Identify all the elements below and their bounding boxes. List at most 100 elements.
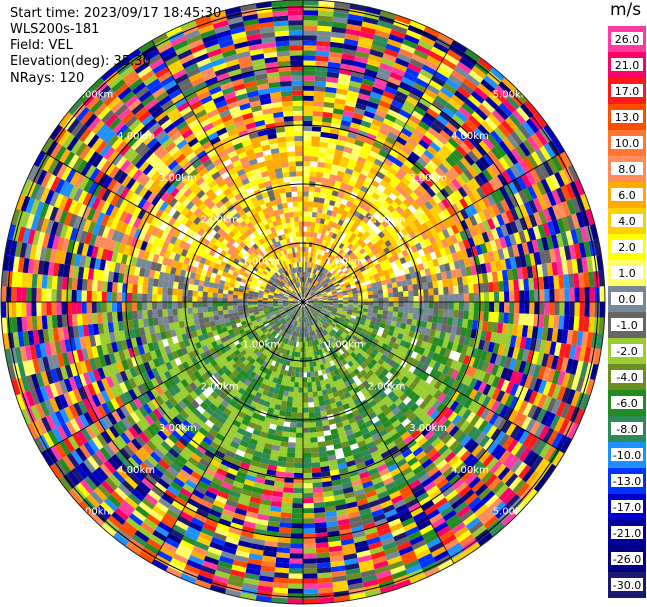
ppi-gate [303,588,319,594]
ppi-gate [459,141,472,154]
ppi-gate [546,191,557,207]
ppi-gate [335,287,342,292]
ppi-gate [446,49,462,62]
ppi-gate [313,105,324,112]
ppi-gate [311,295,317,298]
ppi-gate [569,302,575,317]
ppi-gate [490,191,501,204]
ppi-gate [318,278,324,284]
ppi-gate [448,74,463,87]
ppi-gate [311,293,316,297]
ppi-gate [388,302,394,307]
ppi-gate [312,263,316,269]
ppi-gate [367,128,379,137]
ppi-gate [328,303,334,306]
ppi-gate [352,274,359,280]
ppi-gate [336,139,346,147]
ppi-gate [344,234,351,241]
ppi-gate [509,194,520,208]
ppi-gate [362,164,372,172]
ppi-gate [467,192,478,204]
ppi-gate [358,124,370,133]
ppi-gate [549,302,555,316]
ppi-gate [391,145,402,155]
ppi-gate [437,177,448,188]
ppi-gate [340,63,354,71]
ppi-gate [337,255,344,261]
ppi-gate [373,294,379,299]
ppi-gate [369,244,377,252]
ppi-gate [312,296,318,299]
ppi-gate [390,201,400,210]
ppi-gate [417,248,426,257]
ppi-gate [397,193,407,203]
ppi-gate [369,167,379,176]
ppi-gate [576,330,584,347]
ppi-gate [442,228,451,239]
ppi-gate [328,282,334,287]
ppi-gate [526,153,539,169]
ppi-gate [420,203,430,214]
ppi-gate [436,133,448,145]
ppi-gate [507,345,515,359]
ppi-gate [398,48,414,59]
ppi-gate [407,204,417,214]
ppi-gate [410,165,421,175]
ppi-gate [403,123,416,134]
ppi-gate [448,286,454,295]
ppi-gate [321,229,327,235]
ppi-gate [312,303,319,305]
ppi-gate [567,164,579,182]
ppi-gate [401,176,411,187]
ppi-gate [448,152,461,164]
ppi-gate [315,290,320,294]
ppi-gate [317,285,323,290]
ppi-gate [292,503,303,509]
ppi-gate [526,350,535,364]
ppi-gate [453,65,469,79]
ppi-gate [289,553,303,559]
ppi-gate [478,253,486,265]
ppi-gate [427,126,440,138]
ppi-gate [310,146,320,152]
ppi-gate [433,214,443,224]
ppi-gate [306,295,312,300]
ppi-gate [429,251,438,261]
ppi-gate [314,522,327,529]
ppi-gate [542,161,555,177]
ppi-gate [417,73,432,85]
ppi-gate [293,387,299,393]
ppi-gate [549,248,557,263]
ppi-gate [379,10,397,20]
ppi-gate [409,151,421,162]
ppi-gate [486,272,494,283]
ppi-gate [309,283,313,289]
ppi-gate [569,287,575,302]
ppi-gate [324,96,336,104]
ppi-gate [326,279,332,285]
ppi-gate [368,184,378,193]
ppi-gate [539,339,547,354]
ppi-gate [505,95,520,111]
ppi-gate [385,81,400,91]
ppi-gate [465,180,477,193]
ppi-gate [427,260,435,269]
ppi-gate [450,325,458,335]
ppi-gate [377,289,384,295]
ppi-gate [385,196,394,205]
ppi-gate [316,171,324,178]
ppi-gate [359,241,367,249]
ppi-gate [403,267,410,275]
ppi-gate [389,127,402,137]
ppi-gate [506,323,514,336]
ppi-gate [364,68,378,78]
ppi-gate [310,221,316,228]
ppi-gate [382,200,391,209]
ppi-gate [332,159,341,166]
ppi-gate [409,20,426,31]
ppi-gate [348,8,365,17]
ppi-gate [535,130,548,146]
ppi-gate [430,184,440,195]
ppi-gate [570,359,579,375]
